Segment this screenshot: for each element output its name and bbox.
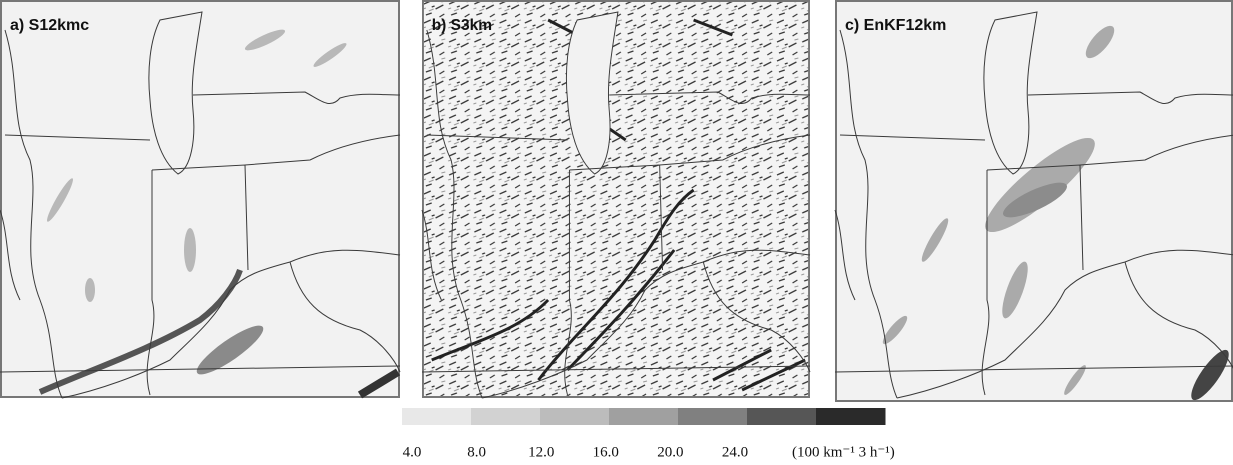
panel-label: b) S3km [432, 17, 492, 34]
colorbar-swatch [540, 408, 610, 425]
colorbar-tick-label: 20.0 [657, 444, 683, 460]
precip-streaks [882, 25, 1229, 401]
panel-label: a) S12kmc [10, 17, 89, 34]
colorbar-tick-label: 16.0 [593, 444, 619, 460]
colorbar-swatch [747, 408, 817, 425]
colorbar-swatch [471, 408, 541, 425]
colorbar-swatch [678, 408, 748, 425]
colorbar-swatch [816, 408, 886, 425]
colorbar-tick-label: 8.0 [467, 444, 486, 460]
panel: b) S3km [421, 0, 811, 399]
panel: a) S12kmc [0, 0, 401, 399]
panel-frame [422, 0, 811, 398]
panel: c) EnKF12km [834, 0, 1233, 402]
precip-streaks [38, 29, 401, 399]
colorbar: 4.0 8.0 12.0 16.0 20.0 24.0 [402, 408, 886, 460]
colorbar-tick-label: 4.0 [403, 444, 422, 460]
colorbar-tick-label: 24.0 [722, 444, 748, 460]
colorbar-swatch [609, 408, 679, 425]
colorbar-swatch [402, 408, 472, 425]
colorbar-tick-label: 12.0 [528, 444, 554, 460]
panel-label: c) EnKF12km [845, 17, 946, 34]
colorbar-unit: (100 km⁻¹ 3 h⁻¹) [792, 444, 895, 460]
